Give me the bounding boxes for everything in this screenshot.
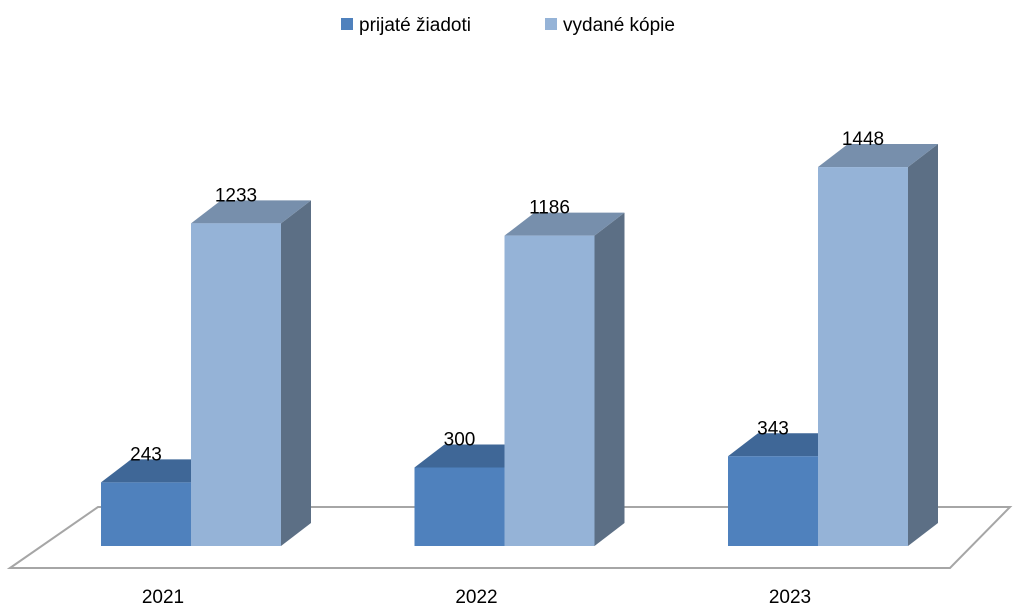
data-label: 343 (757, 418, 789, 439)
data-label: 1448 (842, 129, 884, 150)
data-label: 300 (444, 430, 476, 451)
data-label: 1233 (215, 185, 257, 206)
data-label: 1186 (529, 198, 570, 219)
bar (191, 223, 281, 546)
bar (101, 482, 191, 546)
legend-swatch (341, 18, 353, 30)
bar-side (281, 200, 311, 546)
bar-top (191, 200, 311, 224)
bar-top (818, 144, 938, 168)
bar (818, 167, 908, 546)
bar (728, 456, 818, 546)
bar-top (504, 212, 625, 236)
x-tick-label: 2021 (142, 587, 184, 608)
legend-label: prijaté žiadoti (359, 15, 471, 36)
bar-side (594, 212, 625, 547)
bar (504, 235, 595, 547)
x-tick-label: 2022 (455, 587, 497, 608)
legend-label: vydané kópie (563, 15, 675, 36)
bar (414, 467, 505, 546)
bar-side (908, 144, 938, 546)
x-tick-label: 2023 (769, 587, 811, 608)
legend-swatch (545, 18, 557, 30)
data-label: 243 (130, 444, 162, 465)
